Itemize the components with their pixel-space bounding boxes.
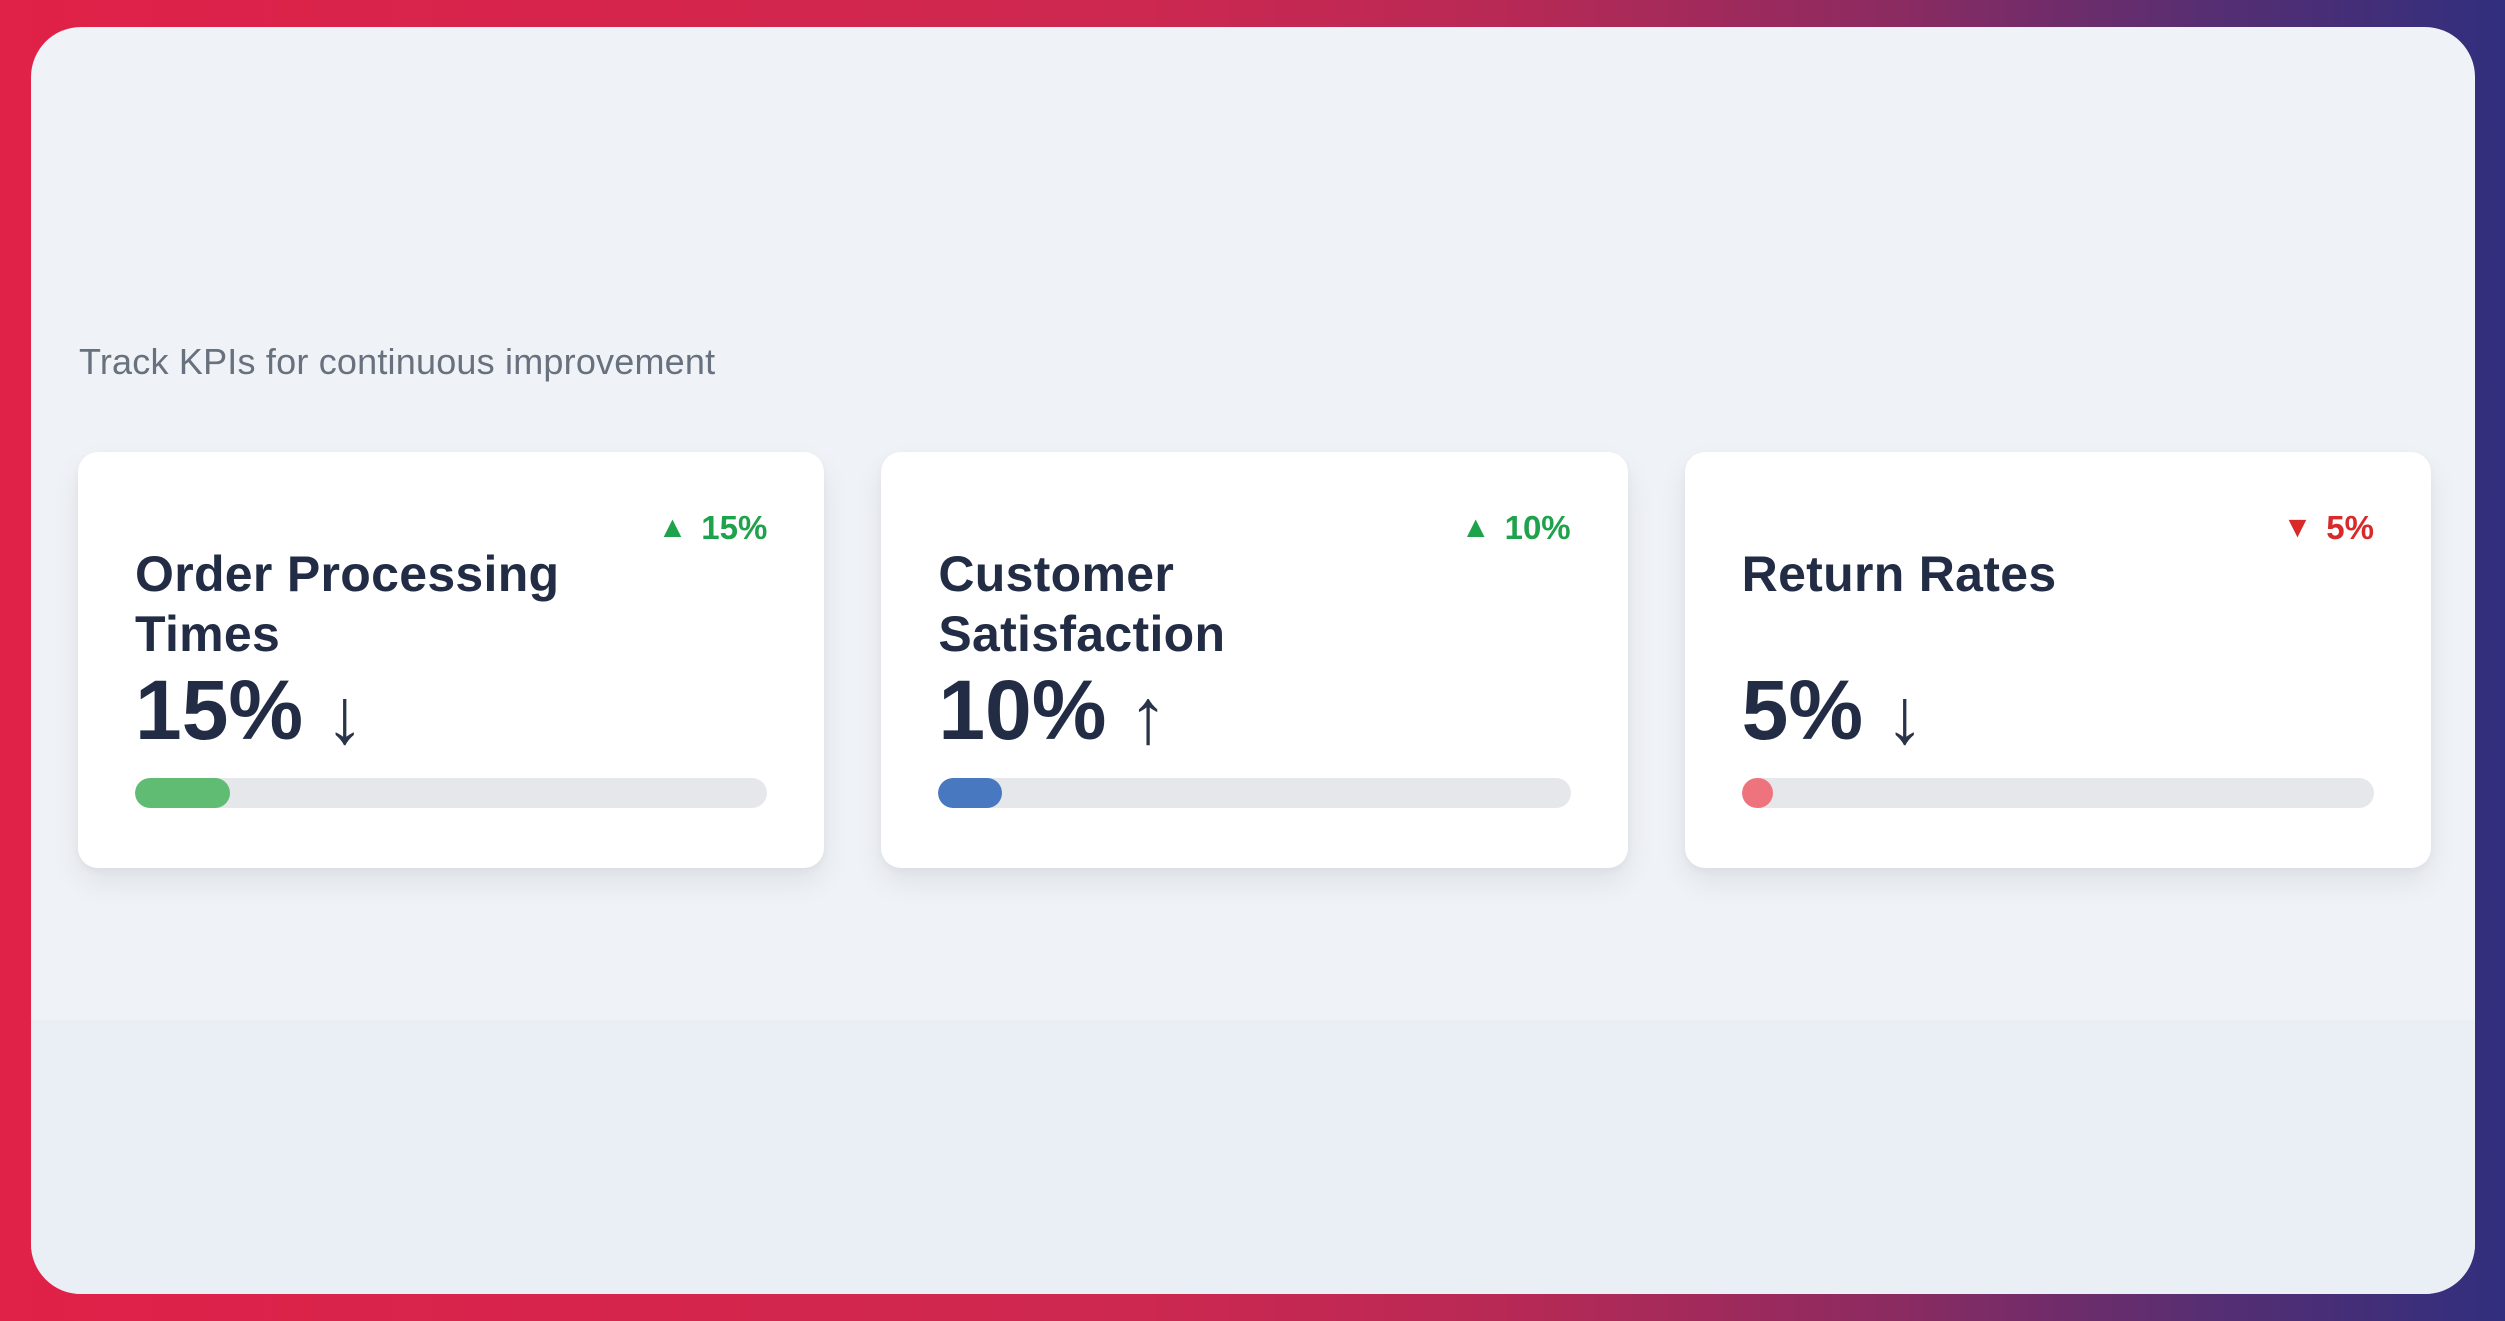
trend-up-icon: ▲: [657, 510, 688, 544]
stat-value: 15%: [135, 663, 304, 757]
trend-badge: ▲ 10%: [1461, 508, 1571, 548]
progress-fill: [135, 778, 230, 808]
kpi-cards-row: ▲ 15% Order Processing Times 15% ↓ ▲ 10%: [78, 452, 2431, 868]
progress-track: [938, 778, 1571, 808]
stat-value-group: 5% ↓: [1741, 663, 1924, 759]
card-title: Order Processing Times: [135, 546, 560, 662]
progress-track: [135, 778, 768, 808]
stat-value: 5%: [1741, 663, 1864, 757]
trend-badge-label: 15%: [701, 509, 768, 546]
trend-badge: ▲ 15%: [658, 508, 768, 548]
trend-up-icon: ▲: [1460, 510, 1491, 544]
stat-value-group: 10% ↑: [938, 663, 1167, 759]
card-title: Customer Satisfaction: [938, 546, 1226, 662]
stat-arrow-up-icon: ↑: [1128, 672, 1168, 760]
dashboard-panel: Track KPIs for continuous improvement ▲ …: [31, 27, 2475, 1294]
progress-fill: [1741, 778, 1774, 808]
trend-badge-label: 10%: [1504, 509, 1571, 546]
trend-badge: ▼ 5%: [2283, 508, 2374, 548]
kpi-card-order-processing-times: ▲ 15% Order Processing Times 15% ↓: [78, 452, 825, 868]
kpi-card-customer-satisfaction: ▲ 10% Customer Satisfaction 10% ↑: [881, 452, 1628, 868]
progress-track: [1741, 778, 2374, 808]
progress-fill: [938, 778, 1002, 808]
stat-value: 10%: [938, 663, 1107, 757]
trend-badge-label: 5%: [2326, 509, 2374, 546]
stat-value-group: 15% ↓: [135, 663, 364, 759]
panel-lower-band: [31, 1020, 2475, 1294]
stat-arrow-down-icon: ↓: [325, 672, 365, 760]
kpi-card-return-rates: ▼ 5% Return Rates 5% ↓: [1684, 452, 2431, 868]
stat-arrow-down-icon: ↓: [1885, 672, 1925, 760]
dashboard-subtitle: Track KPIs for continuous improvement: [79, 341, 716, 382]
card-title: Return Rates: [1741, 546, 2057, 602]
trend-down-icon: ▼: [2282, 510, 2313, 544]
